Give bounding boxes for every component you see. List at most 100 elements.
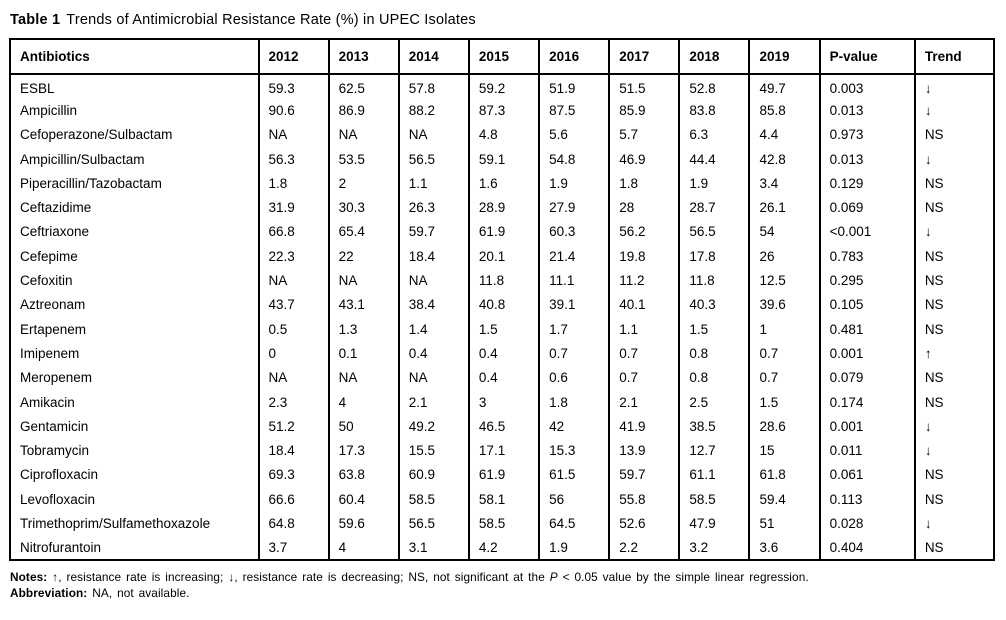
year-value-cell: 22.3 [257, 244, 330, 269]
table-row: Levofloxacin 66.6 60.4 58.5 58.1 56 55.8 58.5 59… [9, 487, 996, 512]
year-value-cell: 1.8 [608, 171, 681, 196]
p-value-cell: 0.011 [818, 438, 916, 463]
year-value-cell: 20.1 [467, 244, 541, 269]
antibiotic-cell: Ceftazidime [9, 195, 260, 220]
header-row: Antibiotics 2012 2013 2014 2015 2016 2017 2018 2… [9, 38, 996, 75]
table-caption: Table 1 Trends of Antimicrobial Resistanc… [10, 12, 996, 28]
table-row: Gentamicin 51.2 50 49.2 46.5 42 41.9 38.5 28.6 0.… [9, 414, 996, 439]
year-value-cell: 17.3 [327, 438, 400, 463]
page: Table 1 Trends of Antimicrobial Resistanc… [9, 12, 996, 600]
year-value-cell: 40.8 [467, 292, 541, 317]
year-value-cell: 1.7 [538, 316, 611, 342]
year-value-cell: 5.7 [608, 122, 681, 147]
year-value-cell: NA [397, 365, 470, 390]
year-value-cell: 0 [257, 341, 330, 366]
p-value-cell: 0.013 [818, 146, 916, 172]
year-value-cell: 49.2 [397, 414, 470, 439]
year-value-cell: 56 [538, 487, 611, 512]
year-value-cell: 26 [748, 244, 821, 269]
year-value-cell: 59.7 [397, 219, 470, 245]
year-value-cell: 1.4 [397, 316, 470, 342]
column-header-2015: 2015 [467, 38, 541, 75]
p-value-cell: 0.174 [818, 389, 916, 415]
year-value-cell: 0.7 [538, 341, 611, 366]
year-value-cell: 3.6 [748, 535, 821, 560]
year-value-cell: 1.9 [678, 171, 751, 196]
p-value-cell: 0.028 [818, 511, 916, 536]
year-value-cell: 58.5 [678, 487, 751, 512]
year-value-cell: 2.5 [678, 389, 751, 415]
year-value-cell: 1.9 [538, 171, 611, 196]
trend-cell: ↓ [913, 146, 996, 172]
table-row: Ceftriaxone 66.8 65.4 59.7 61.9 60.3 56.2 56.5 5… [9, 219, 996, 245]
antibiotic-cell: Cefepime [9, 244, 260, 269]
year-value-cell: 51 [748, 511, 821, 536]
year-value-cell: 38.5 [678, 414, 751, 439]
year-value-cell: 2.1 [608, 389, 681, 415]
year-value-cell: 51.5 [608, 74, 681, 99]
year-value-cell: 56.5 [678, 219, 751, 245]
year-value-cell: 4.2 [467, 535, 541, 560]
table-row: Amikacin 2.3 4 2.1 3 1.8 2.1 2.5 1.5 0.174 NS [9, 389, 996, 415]
antibiotic-cell: Ceftriaxone [9, 219, 260, 245]
column-header-antibiotics: Antibiotics [9, 38, 260, 75]
notes-line: Notes: ↑, resistance rate is increasing;… [10, 569, 996, 585]
year-value-cell: 0.8 [678, 341, 751, 366]
trend-cell: NS [913, 195, 996, 220]
column-header-2019: 2019 [748, 38, 821, 75]
year-value-cell: 51.2 [257, 414, 330, 439]
year-value-cell: 2.2 [608, 535, 681, 560]
year-value-cell: 66.6 [257, 487, 330, 512]
year-value-cell: 85.9 [608, 98, 681, 123]
year-value-cell: 1.8 [257, 171, 330, 196]
trend-cell: NS [913, 244, 996, 269]
antibiotic-cell: Ampicillin/Sulbactam [9, 146, 260, 172]
year-value-cell: NA [327, 268, 400, 293]
year-value-cell: 56.5 [397, 146, 470, 172]
year-value-cell: 0.7 [748, 365, 821, 390]
year-value-cell: 44.4 [678, 146, 751, 172]
p-value-cell: 0.783 [818, 244, 916, 269]
year-value-cell: 42.8 [748, 146, 821, 172]
year-value-cell: 60.3 [538, 219, 611, 245]
antibiotic-cell: Nitrofurantoin [9, 535, 260, 560]
year-value-cell: 3.2 [678, 535, 751, 560]
column-header-2016: 2016 [538, 38, 611, 75]
year-value-cell: 1.1 [608, 316, 681, 342]
table-body: ESBL 59.3 62.5 57.8 59.2 51.9 51.5 52.8 49.7 0.00… [9, 74, 996, 560]
year-value-cell: 38.4 [397, 292, 470, 317]
notes-text: ↑, resistance rate is increasing; ↓, res… [47, 569, 550, 584]
trend-cell: ↓ [913, 438, 996, 463]
year-value-cell: NA [257, 122, 330, 147]
column-header-trend: Trend [913, 38, 996, 75]
trend-cell: NS [913, 292, 996, 317]
year-value-cell: 58.5 [397, 487, 470, 512]
notes-p-symbol: P [549, 569, 558, 584]
table-row: Piperacillin/Tazobactam 1.8 2 1.1 1.6 1.9 1.8 1… [9, 171, 996, 196]
year-value-cell: 47.9 [678, 511, 751, 536]
year-value-cell: 69.3 [257, 462, 330, 488]
year-value-cell: 18.4 [397, 244, 470, 269]
antibiotic-cell: Amikacin [9, 389, 260, 415]
year-value-cell: 2.3 [257, 389, 330, 415]
year-value-cell: 4 [327, 389, 400, 415]
year-value-cell: NA [327, 122, 400, 147]
year-value-cell: 39.6 [748, 292, 821, 317]
year-value-cell: 3.1 [397, 535, 470, 560]
year-value-cell: 52.6 [608, 511, 681, 536]
year-value-cell: 0.4 [397, 341, 470, 366]
column-header-2014: 2014 [397, 38, 470, 75]
year-value-cell: NA [257, 268, 330, 293]
year-value-cell: 46.5 [467, 414, 541, 439]
antibiotic-cell: ESBL [9, 74, 260, 99]
antibiotic-cell: Piperacillin/Tazobactam [9, 171, 260, 196]
year-value-cell: 86.9 [327, 98, 400, 123]
year-value-cell: 0.8 [678, 365, 751, 390]
column-header-2013: 2013 [327, 38, 400, 75]
year-value-cell: 1.1 [397, 171, 470, 196]
year-value-cell: 3.7 [257, 535, 330, 560]
year-value-cell: 85.8 [748, 98, 821, 123]
trend-cell: ↓ [913, 74, 996, 99]
year-value-cell: 57.8 [397, 74, 470, 99]
year-value-cell: 4 [327, 535, 400, 560]
